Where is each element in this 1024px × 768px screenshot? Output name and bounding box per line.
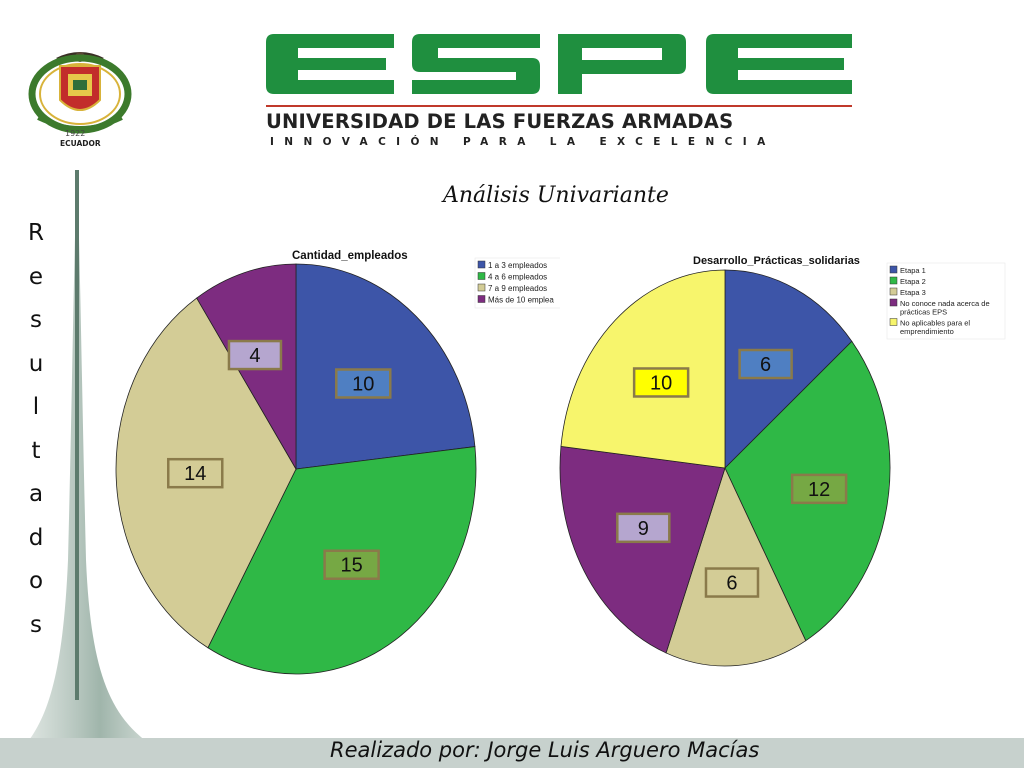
data-label-frame	[704, 567, 760, 598]
side-letter: o	[28, 568, 44, 594]
university-name: UNIVERSIDAD DE LAS FUERZAS ARMADAS	[266, 110, 734, 133]
data-label: 6	[726, 573, 737, 595]
pie-slice-1-a-3-empleados	[295, 263, 476, 470]
chart-title: Cantidad_empleados	[292, 250, 408, 262]
data-label: 9	[638, 518, 649, 540]
legend-swatch	[889, 276, 898, 285]
footer-author: Realizado por: Jorge Luis Arguero Macías	[330, 738, 760, 762]
data-label: 14	[184, 463, 206, 485]
legend-box	[474, 257, 560, 309]
data-label: 10	[352, 374, 374, 396]
data-label-box: 6	[704, 567, 760, 598]
chart-title: Desarrollo_Prácticas_solidarias	[693, 255, 860, 267]
data-label-box: 10	[632, 367, 690, 398]
legend-swatch	[477, 260, 486, 269]
legend-label: No conoce nada acerca de prácticas EPS	[900, 299, 990, 317]
data-label-frame	[323, 549, 380, 580]
legend-label: No aplicables para el emprendimiento	[900, 319, 970, 337]
data-label-frame	[738, 348, 793, 380]
legend-swatch	[477, 283, 486, 292]
legend-swatch	[477, 272, 486, 280]
legend-swatch	[889, 287, 898, 296]
data-label-frame	[167, 457, 224, 489]
data-label-box: 6	[738, 348, 793, 380]
university-motto: INNOVACIÓN PARA LA EXCELENCIA	[270, 136, 776, 148]
data-label-frame	[790, 473, 848, 505]
pie-slice-etapa-3	[665, 466, 807, 667]
legend-swatch	[477, 295, 486, 303]
data-label-frame	[335, 368, 392, 399]
university-crest-logo	[28, 52, 132, 134]
data-label-frame	[632, 367, 690, 398]
data-label-box: 10	[335, 368, 392, 399]
data-label-box: 12	[790, 473, 848, 505]
data-label-frame	[616, 512, 671, 544]
slide-title: Análisis Univariante	[443, 183, 669, 208]
side-letter: e	[28, 263, 44, 290]
legend-swatch	[889, 265, 898, 274]
crest-country: ECUADOR	[60, 139, 101, 148]
data-label: 10	[650, 372, 672, 394]
legend-label: 7 a 9 empleados	[488, 284, 547, 293]
data-label-frame	[227, 339, 283, 371]
legend-label: 4 a 6 empleados	[488, 273, 547, 282]
data-label-box: 9	[616, 512, 671, 544]
data-label-box: 15	[323, 549, 380, 580]
side-vertical-word: R e s u l t a d o s	[22, 212, 50, 647]
legend-label: 1 a 3 empleados	[488, 261, 547, 270]
side-letter: l	[32, 394, 40, 420]
espe-logo	[266, 34, 852, 107]
side-letter: d	[28, 524, 44, 551]
pie-slice-no-conoce-nada-acerca-de-practicas-eps	[559, 445, 726, 654]
side-letter: s	[30, 611, 42, 638]
data-label: 6	[760, 354, 771, 376]
pie-chart-desarrollo-practicas: Desarrollo_Prácticas_solidarias 6 12 6 9 10 Et…	[559, 255, 1006, 667]
legend-label: Etapa 1	[900, 266, 926, 275]
legend-label: Más de 10 emplea	[488, 296, 554, 305]
side-letter: t	[31, 437, 41, 464]
legend-box	[886, 262, 1006, 340]
side-letter: u	[28, 350, 44, 377]
data-label: 15	[340, 555, 362, 577]
legend-swatch	[889, 298, 898, 307]
crest-year: 1922	[65, 129, 86, 138]
data-label-box: 14	[167, 457, 224, 489]
data-label: 12	[808, 479, 830, 501]
pie-chart-cantidad-empleados: Cantidad_empleados 10 15 14 4 1 a 3 empleados…	[115, 250, 560, 675]
data-label: 4	[249, 345, 260, 367]
data-label-box: 4	[227, 339, 283, 371]
side-letter: R	[28, 220, 44, 246]
legend-label: Etapa 3	[900, 288, 926, 297]
legend-label: Etapa 2	[900, 277, 926, 286]
legend-swatch	[889, 318, 898, 326]
side-letter: a	[28, 481, 44, 507]
side-letter: s	[30, 307, 42, 333]
